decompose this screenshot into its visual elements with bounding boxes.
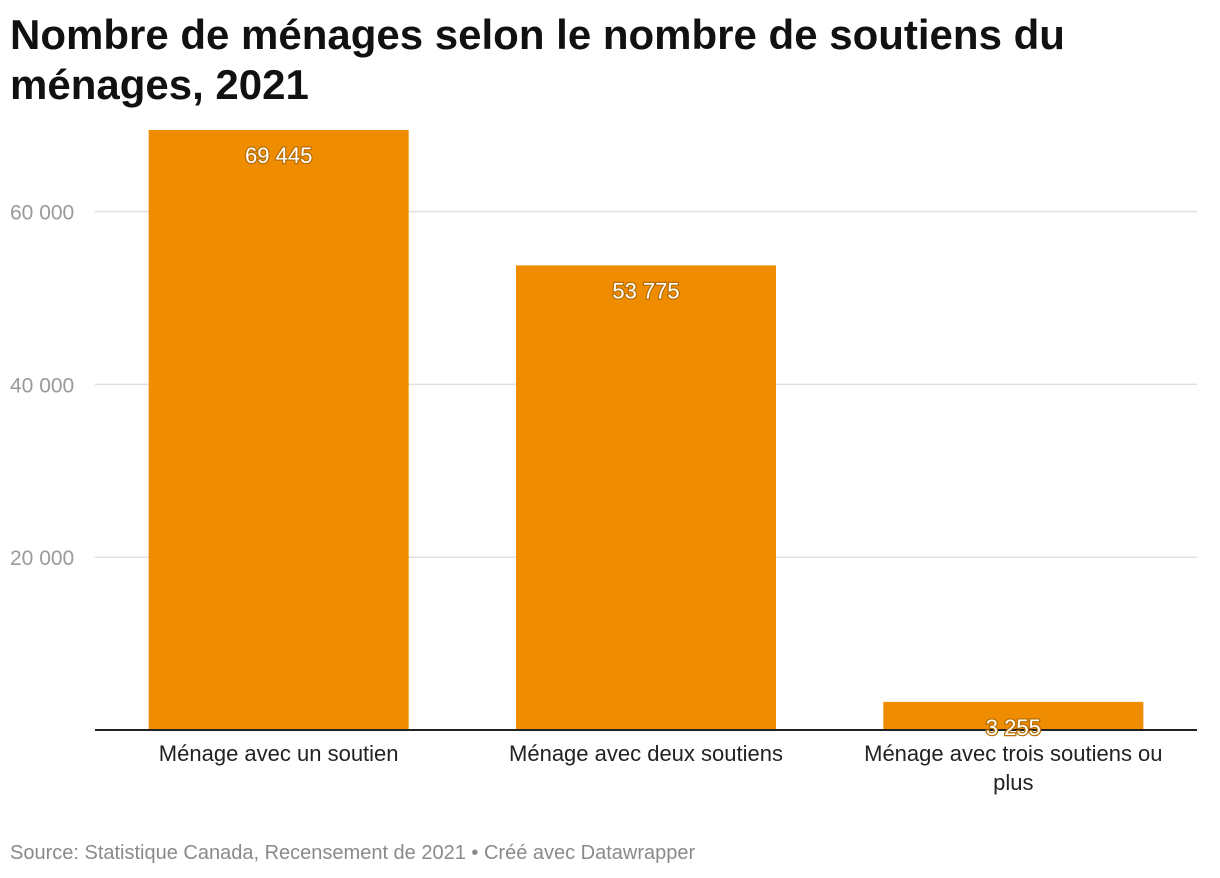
category-label: Ménage avec un soutien [159,741,399,766]
y-tick-label: 20 000 [10,547,74,570]
y-tick-label: 60 000 [10,202,74,225]
category-label: Ménage avec trois soutiens ou plus [864,741,1162,795]
source-note: Source: Statistique Canada, Recensement … [10,842,696,864]
bars [148,130,1144,730]
y-tick-label: 40 000 [10,374,74,397]
data-label: 53 775 [612,278,679,303]
category-label: Ménage avec deux soutiens [509,741,783,766]
bar [883,701,1144,730]
labels: 20 000 40 000 60 000 69 445 Ménage avec un s… [10,142,1163,795]
chart-title: Nombre de ménages selon le nombre de sou… [10,11,1065,108]
bar [148,130,409,730]
data-label: 69 445 [245,143,312,168]
data-label: 3 255 [986,715,1041,740]
bar [516,265,776,730]
